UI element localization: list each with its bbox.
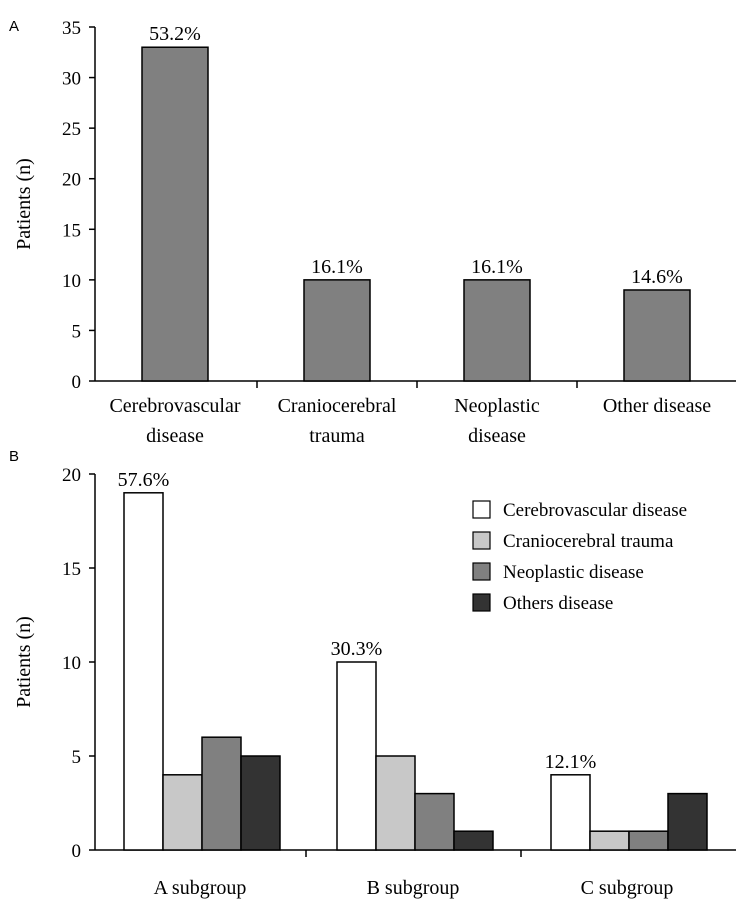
- y-tick-label: 15: [62, 220, 81, 241]
- panel-a-letter: A: [9, 18, 19, 35]
- bar: [162, 774, 203, 851]
- data-label: 12.1%: [545, 751, 597, 773]
- bar: [628, 830, 669, 851]
- y-tick-label: 20: [62, 170, 81, 191]
- y-tick-label: 35: [62, 18, 81, 39]
- y-tick-label: 0: [72, 372, 82, 393]
- bar: [589, 830, 630, 851]
- category-label: B subgroup: [367, 877, 460, 899]
- legend-label: Neoplastic disease: [503, 562, 644, 583]
- y-tick-label: 5: [72, 747, 82, 768]
- bar: [550, 774, 591, 851]
- bar: [336, 661, 377, 851]
- bar: [414, 792, 455, 851]
- y-tick-label: 5: [72, 321, 82, 342]
- y-tick-label: 10: [62, 653, 81, 674]
- bar: [623, 289, 691, 382]
- data-label: 16.1%: [471, 256, 523, 278]
- legend-label: Others disease: [503, 593, 613, 614]
- category-label: Neoplastic: [454, 395, 540, 417]
- category-label: C subgroup: [581, 877, 674, 899]
- legend-swatch: [472, 531, 491, 550]
- y-tick-label: 20: [62, 465, 81, 486]
- legend-swatch: [472, 500, 491, 519]
- panel-b-letter: B: [9, 448, 19, 465]
- y-axis-label: Patients (n): [13, 616, 35, 708]
- category-label: Other disease: [603, 395, 711, 417]
- bar: [463, 279, 531, 382]
- panel-a-chart: 0 5 10 15 20 25 30 35 Patients (n) 53.2% Cerebrova…: [13, 18, 736, 447]
- y-axis-label: Patients (n): [13, 158, 35, 250]
- bar: [375, 755, 416, 851]
- data-label: 16.1%: [311, 256, 363, 278]
- bar: [141, 46, 209, 382]
- legend-swatch: [472, 562, 491, 581]
- legend-label: Craniocerebral trauma: [503, 531, 674, 552]
- data-label: 14.6%: [631, 266, 683, 288]
- category-label: trauma: [309, 425, 365, 447]
- y-tick-label: 25: [62, 119, 81, 140]
- bar: [201, 736, 242, 851]
- bar: [123, 492, 164, 851]
- data-label: 30.3%: [331, 638, 383, 660]
- category-label: disease: [468, 425, 526, 447]
- category-label: Cerebrovascular: [109, 395, 240, 417]
- y-tick-label: 0: [72, 841, 82, 862]
- y-tick-label: 15: [62, 559, 81, 580]
- bar: [667, 792, 708, 851]
- category-label: disease: [146, 425, 204, 447]
- data-label: 57.6%: [118, 469, 170, 491]
- bar: [303, 279, 371, 382]
- panel-b-chart: 0 5 10 15 20 Patients (n) 57.6% A subgroup 30.3%…: [13, 465, 736, 899]
- category-label: A subgroup: [154, 877, 247, 899]
- bar: [453, 830, 494, 851]
- legend-swatch: [472, 593, 491, 612]
- data-label: 53.2%: [149, 23, 201, 45]
- bar: [240, 755, 281, 851]
- category-label: Craniocerebral: [278, 395, 397, 417]
- legend-label: Cerebrovascular disease: [503, 500, 687, 521]
- y-tick-label: 10: [62, 271, 81, 292]
- y-tick-label: 30: [62, 69, 81, 90]
